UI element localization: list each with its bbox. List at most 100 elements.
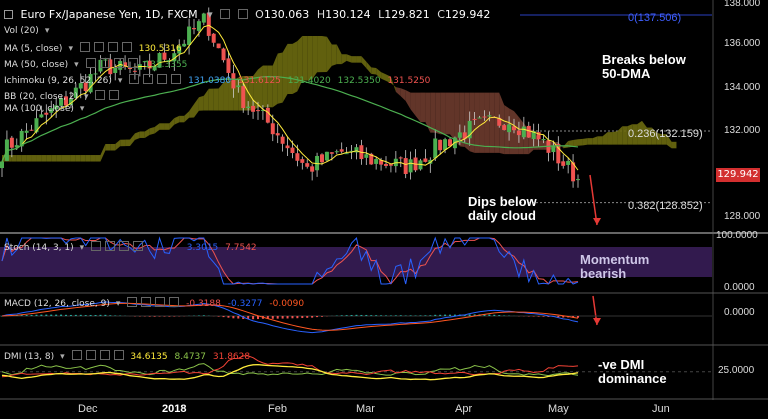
chevron-down-icon[interactable]: ▾	[115, 299, 121, 309]
cloud-segment	[386, 74, 391, 84]
chevron-down-icon[interactable]: ▾	[79, 104, 85, 114]
candle-up	[88, 73, 93, 93]
chevron-down-icon[interactable]: ▾	[79, 243, 85, 253]
cloud-segment	[430, 92, 436, 133]
annotation-dips-line1: Dips below	[468, 194, 537, 209]
close-icon[interactable]	[99, 350, 110, 360]
chevron-down-icon[interactable]: ▾	[207, 8, 213, 21]
dmi-label[interactable]: DMI (13, 8)	[4, 352, 55, 362]
more-icon[interactable]	[169, 297, 180, 307]
candle-up	[68, 98, 73, 105]
eye-icon[interactable]	[79, 42, 90, 52]
candle-up	[103, 59, 108, 61]
cloud-segment	[100, 143, 106, 162]
close-icon[interactable]	[107, 42, 118, 52]
macd-label[interactable]: MACD (12, 26, close, 9)	[4, 299, 110, 309]
ma5-label[interactable]: MA (5, close)	[4, 44, 63, 54]
more-icon[interactable]	[127, 58, 138, 68]
chevron-down-icon[interactable]: ▾	[74, 60, 79, 70]
candle-up	[531, 131, 536, 139]
stoch-label[interactable]: Stoch (14, 3, 1)	[4, 243, 74, 253]
eye-icon[interactable]	[129, 74, 140, 84]
cloud-segment	[105, 143, 111, 151]
legend-ma100[interactable]: MA (100, close) ▾	[4, 104, 88, 114]
arrow-macd-head	[593, 318, 601, 325]
cloud-segment	[351, 56, 357, 63]
cloud-segment	[11, 155, 17, 162]
chevron-down-icon[interactable]: ▾	[84, 92, 89, 102]
chevron-down-icon[interactable]: ▾	[68, 44, 73, 54]
bb-label[interactable]: BB (20, close, 2)	[4, 92, 79, 102]
close-icon[interactable]	[155, 297, 166, 307]
axes	[0, 0, 768, 400]
settings-icon[interactable]	[109, 90, 120, 100]
cloud-segment	[405, 90, 411, 110]
candle-down	[192, 28, 196, 30]
candle-up	[172, 53, 177, 62]
more-icon[interactable]	[133, 241, 144, 251]
span-a-value: 132.5350	[337, 76, 381, 86]
close-icon[interactable]	[113, 58, 124, 68]
eye-icon[interactable]	[127, 297, 138, 307]
settings-icon[interactable]	[85, 350, 96, 360]
vol-label[interactable]: Vol (20)	[4, 26, 39, 36]
eye-icon[interactable]	[95, 90, 106, 100]
legend-ma50[interactable]: MA (50, close) ▾ 131.3355	[4, 58, 191, 70]
legend-ichimoku[interactable]: Ichimoku (9, 26, 52, 26) ▾ 131.0380 131.6…	[4, 74, 434, 86]
chevron-down-icon[interactable]: ▾	[117, 76, 123, 86]
more-icon[interactable]	[171, 74, 182, 84]
ma100-label[interactable]: MA (100, close)	[4, 104, 74, 114]
legend-ma5[interactable]: MA (5, close) ▾ 130.5316	[4, 42, 186, 54]
legend-dmi[interactable]: DMI (13, 8) ▾ 34.6135 8.4737 31.8628	[4, 350, 254, 362]
settings-icon[interactable]	[99, 58, 110, 68]
expand-icon[interactable]	[4, 10, 13, 19]
candle-down	[300, 159, 305, 163]
more-icon[interactable]	[113, 350, 124, 360]
candle-down	[108, 59, 113, 75]
legend-vol[interactable]: Vol (20) ▾	[4, 26, 53, 36]
eye-icon[interactable]	[85, 58, 96, 68]
settings-icon[interactable]	[93, 42, 104, 52]
ma50-label[interactable]: MA (50, close)	[4, 60, 69, 70]
cloud-segment	[110, 143, 116, 151]
candle-down	[472, 118, 477, 120]
more-icon[interactable]	[121, 42, 132, 52]
close-icon[interactable]	[119, 241, 130, 251]
candle-down	[83, 82, 88, 91]
cloud-segment	[164, 123, 170, 130]
time-tick-jun: Jun	[652, 403, 670, 415]
cloud-segment	[253, 69, 258, 111]
legend-stoch[interactable]: Stoch (14, 3, 1) ▾ 3.3015 7.7542	[4, 241, 261, 253]
candle-up	[196, 21, 201, 31]
close-icon[interactable]	[157, 74, 168, 84]
chevron-down-icon[interactable]: ▾	[44, 26, 50, 36]
price-tick-134: 134.000	[724, 82, 761, 93]
candle-down	[403, 158, 408, 174]
settings-icon[interactable]	[105, 241, 116, 251]
candle-up	[408, 159, 413, 173]
ichimoku-label[interactable]: Ichimoku (9, 26, 52, 26)	[4, 76, 112, 86]
candle-down	[526, 125, 531, 138]
settings-icon[interactable]	[237, 9, 248, 19]
symbol-title[interactable]: Euro Fx/Japanese Yen, 1D, FXCM	[20, 8, 198, 21]
cloud-segment	[322, 36, 327, 73]
chevron-down-icon[interactable]: ▾	[60, 352, 65, 362]
candle-down	[398, 157, 403, 159]
settings-icon[interactable]	[143, 74, 154, 84]
cloud-segment	[400, 88, 406, 101]
candle-down	[536, 132, 541, 140]
candle-down	[482, 116, 487, 118]
settings-icon[interactable]	[141, 297, 152, 307]
macd-axis-0: 0.0000	[724, 307, 755, 318]
eye-icon[interactable]	[91, 241, 102, 251]
legend-bb[interactable]: BB (20, close, 2) ▾	[4, 90, 123, 102]
candle-down	[561, 161, 566, 166]
candle-up	[0, 161, 4, 169]
eye-icon[interactable]	[71, 350, 82, 360]
legend-macd[interactable]: MACD (12, 26, close, 9) ▾ -0.3188 -0.3277…	[4, 297, 308, 309]
eye-icon[interactable]	[220, 9, 231, 19]
candle-down	[128, 67, 132, 69]
cloud-segment	[671, 141, 677, 149]
cloud-segment	[120, 139, 126, 147]
cloud-segment	[41, 155, 47, 162]
